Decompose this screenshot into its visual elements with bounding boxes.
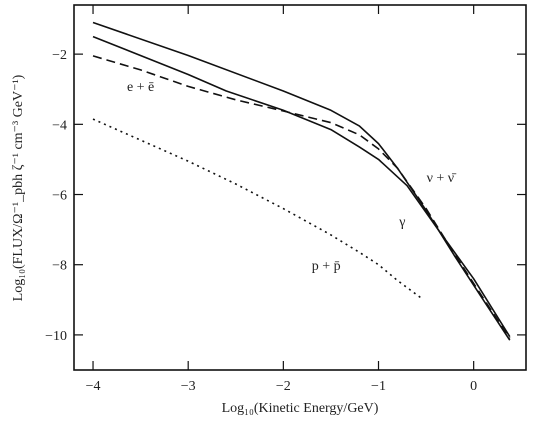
x-tick-label: −3	[181, 379, 196, 394]
y-tick-label: −6	[52, 189, 67, 204]
x-axis-label: Log₁₀(Kinetic Energy/GeV)	[222, 401, 379, 416]
y-tick-label: −10	[45, 329, 67, 344]
series-curves	[92, 21, 511, 341]
curve-label-2: γ	[398, 215, 405, 230]
y-axis-label: Log₁₀(FLUX/Ω⁻¹_pbh ζ⁻¹ cm⁻³ GeV⁻¹)	[11, 74, 26, 301]
y-tick-label: −2	[52, 48, 67, 63]
x-tick-label: 0	[470, 379, 477, 394]
curve-label-0: e + ē	[127, 80, 154, 95]
series-line-2	[92, 55, 511, 339]
x-tick-label: −1	[371, 379, 386, 394]
axis-ticks: −4 −3 −2 −1 0−10−8−6−4−2	[45, 5, 526, 394]
curve-label-1: ν + ν̄	[427, 171, 458, 186]
series-line-1	[92, 35, 511, 338]
x-tick-label: −4	[86, 379, 101, 394]
series-line-3	[92, 118, 422, 299]
curve-label-3: p + p̄	[312, 259, 341, 274]
series-line-0	[92, 21, 511, 341]
y-tick-label: −4	[52, 118, 67, 133]
plot-frame	[73, 4, 527, 371]
plot-area	[73, 4, 527, 371]
x-tick-label: −2	[276, 379, 291, 394]
annotations: e + ē ν + ν̄ γ p + p̄	[127, 80, 457, 274]
y-tick-label: −8	[52, 259, 67, 274]
